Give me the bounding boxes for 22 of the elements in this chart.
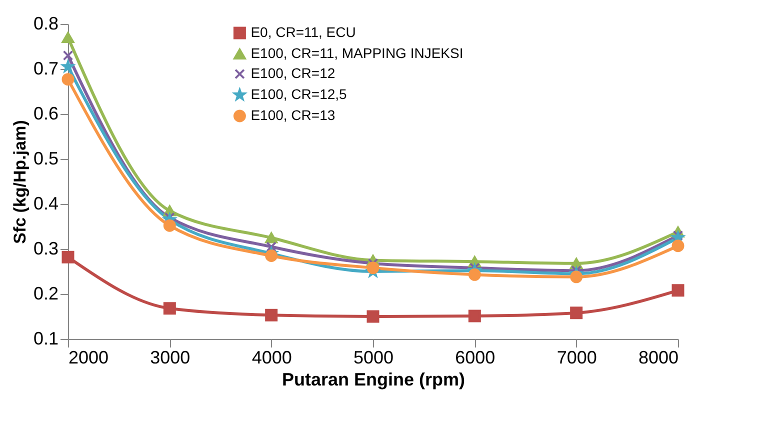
x-tick-label: 8000	[638, 348, 678, 368]
y-tick-label: 0.5	[33, 148, 58, 168]
y-tick-label: 0.3	[33, 238, 58, 258]
legend-label: E100, CR=13	[250, 107, 336, 123]
x-tick-label: 6000	[455, 348, 496, 368]
legend-label: E100, CR=12,5	[250, 86, 348, 102]
x-axis-title: Putaran Engine (rpm)	[282, 370, 466, 390]
y-axis-title: Sfc (kg/Hp.jam)	[10, 120, 30, 244]
y-tick-label: 0.7	[33, 58, 58, 78]
x-tick-label: 2000	[68, 348, 109, 368]
legend-label: E100, CR=11, MAPPING INJEKSI	[250, 45, 464, 61]
x-tick-label: 3000	[150, 348, 190, 368]
y-tick-label: 0.2	[33, 284, 58, 304]
y-tick-label: 0.4	[33, 194, 58, 214]
x-tick-label: 5000	[353, 348, 394, 368]
x-tick-label: 4000	[252, 348, 292, 368]
y-tick-label: 0.8	[33, 14, 58, 34]
x-tick-label: 7000	[556, 348, 597, 368]
legend-label: E100, CR=12	[250, 65, 336, 81]
y-tick-label: 0.1	[33, 328, 58, 348]
legend-label: E0, CR=11, ECU	[250, 24, 356, 40]
y-tick-label: 0.6	[33, 104, 58, 124]
